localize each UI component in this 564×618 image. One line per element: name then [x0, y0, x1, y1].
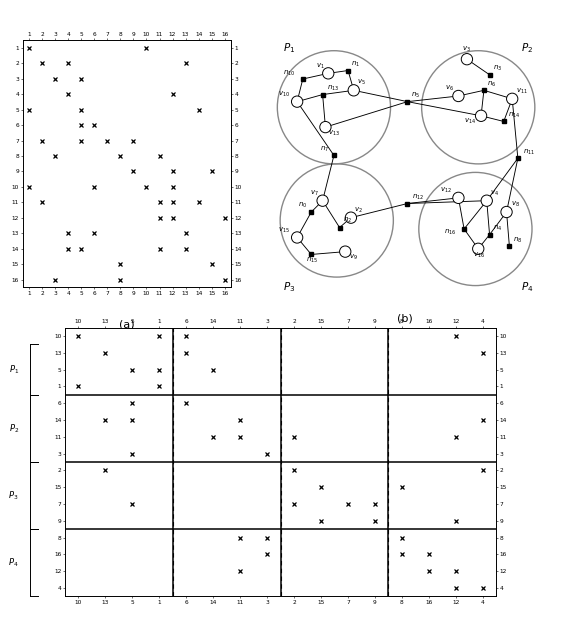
Circle shape	[320, 122, 331, 133]
Text: $n_0$: $n_0$	[298, 201, 307, 210]
Text: $n_7$: $n_7$	[320, 145, 329, 154]
Text: $n_{15}$: $n_{15}$	[306, 256, 318, 265]
Circle shape	[348, 85, 359, 96]
Text: $v_{11}$: $v_{11}$	[516, 87, 528, 96]
Text: $P_1$: $P_1$	[8, 363, 19, 376]
Text: $v_9$: $v_9$	[349, 253, 358, 263]
Text: $n_1$: $n_1$	[351, 60, 360, 69]
Text: (a): (a)	[119, 320, 135, 329]
Text: $v_6$: $v_6$	[446, 84, 455, 93]
Text: $v_1$: $v_1$	[316, 61, 325, 70]
Text: $P_1$: $P_1$	[283, 41, 295, 54]
Text: $n_{11}$: $n_{11}$	[522, 148, 535, 157]
Text: $v_7$: $v_7$	[310, 188, 319, 198]
Text: $P_2$: $P_2$	[521, 41, 533, 54]
Text: $v_{16}$: $v_{16}$	[473, 251, 485, 260]
Text: $P_3$: $P_3$	[283, 280, 296, 294]
Text: $n_6$: $n_6$	[487, 80, 496, 89]
Text: $P_4$: $P_4$	[8, 557, 19, 569]
Text: $P_3$: $P_3$	[8, 489, 19, 502]
Text: $n_3$: $n_3$	[493, 64, 502, 74]
Text: $v_{10}$: $v_{10}$	[277, 90, 289, 99]
Text: $n_{12}$: $n_{12}$	[412, 193, 424, 202]
Text: $v_5$: $v_5$	[357, 78, 366, 88]
Circle shape	[323, 68, 334, 79]
Circle shape	[292, 96, 303, 108]
Circle shape	[473, 243, 484, 255]
Text: $n_2$: $n_2$	[343, 216, 352, 226]
Text: $v_{14}$: $v_{14}$	[464, 117, 476, 125]
Circle shape	[317, 195, 328, 206]
Text: $v_{12}$: $v_{12}$	[440, 186, 452, 195]
Text: $v_2$: $v_2$	[354, 206, 363, 215]
Circle shape	[475, 110, 487, 122]
Circle shape	[461, 54, 473, 65]
Text: $n_{16}$: $n_{16}$	[444, 228, 457, 237]
Circle shape	[340, 246, 351, 257]
Text: $v_{13}$: $v_{13}$	[328, 129, 340, 138]
Text: $n_8$: $n_8$	[513, 235, 522, 245]
Circle shape	[292, 232, 303, 243]
Text: $n_5$: $n_5$	[411, 91, 421, 100]
Text: $n_4$: $n_4$	[493, 224, 502, 233]
Text: $n_{14}$: $n_{14}$	[508, 111, 521, 120]
Circle shape	[501, 206, 512, 218]
Circle shape	[453, 90, 464, 101]
Text: $P_4$: $P_4$	[521, 280, 533, 294]
Circle shape	[506, 93, 518, 104]
Circle shape	[481, 195, 492, 206]
Text: $n_{10}$: $n_{10}$	[283, 69, 296, 78]
Text: $v_{15}$: $v_{15}$	[279, 226, 290, 235]
Text: $P_2$: $P_2$	[8, 422, 19, 434]
Text: $v_4$: $v_4$	[490, 188, 499, 198]
Text: $v_3$: $v_3$	[462, 45, 471, 54]
Text: $n_{13}$: $n_{13}$	[327, 84, 340, 93]
Text: $v_8$: $v_8$	[510, 200, 519, 209]
Text: (b): (b)	[397, 313, 412, 323]
Circle shape	[345, 212, 356, 223]
Circle shape	[453, 192, 464, 203]
